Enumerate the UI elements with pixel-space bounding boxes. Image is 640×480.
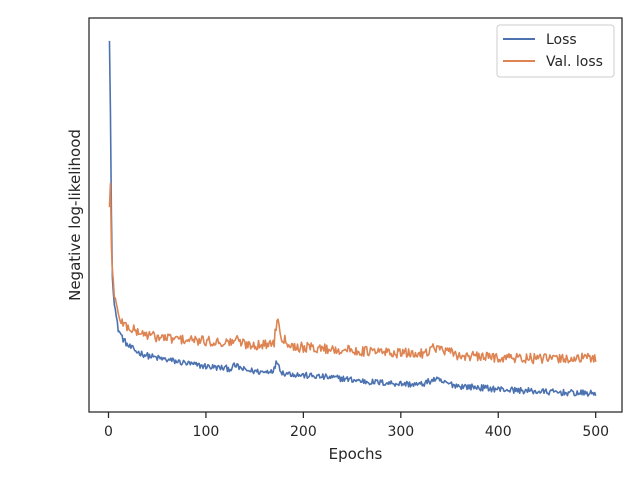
plot-frame — [88, 17, 623, 413]
x-tick-label: 200 — [290, 424, 317, 440]
x-axis-ticks: 0 100 200 300 400 500 — [104, 412, 609, 440]
y-axis-label: Negative log-likelihood — [66, 129, 84, 301]
legend-label-val-loss: Val. loss — [546, 54, 603, 70]
series-line-val-loss — [108, 182, 597, 365]
x-tick-label: 100 — [193, 424, 220, 440]
x-tick-label: 400 — [485, 424, 512, 440]
legend: Loss Val. loss — [496, 24, 615, 78]
x-axis-label: Epochs — [329, 445, 383, 463]
x-tick-label: 500 — [582, 424, 609, 440]
series-line-loss — [108, 40, 597, 397]
plot-background — [89, 18, 622, 412]
series-layer — [108, 40, 597, 397]
legend-label-loss: Loss — [546, 32, 577, 48]
x-tick-label: 300 — [387, 424, 414, 440]
x-tick-label: 0 — [104, 424, 113, 440]
